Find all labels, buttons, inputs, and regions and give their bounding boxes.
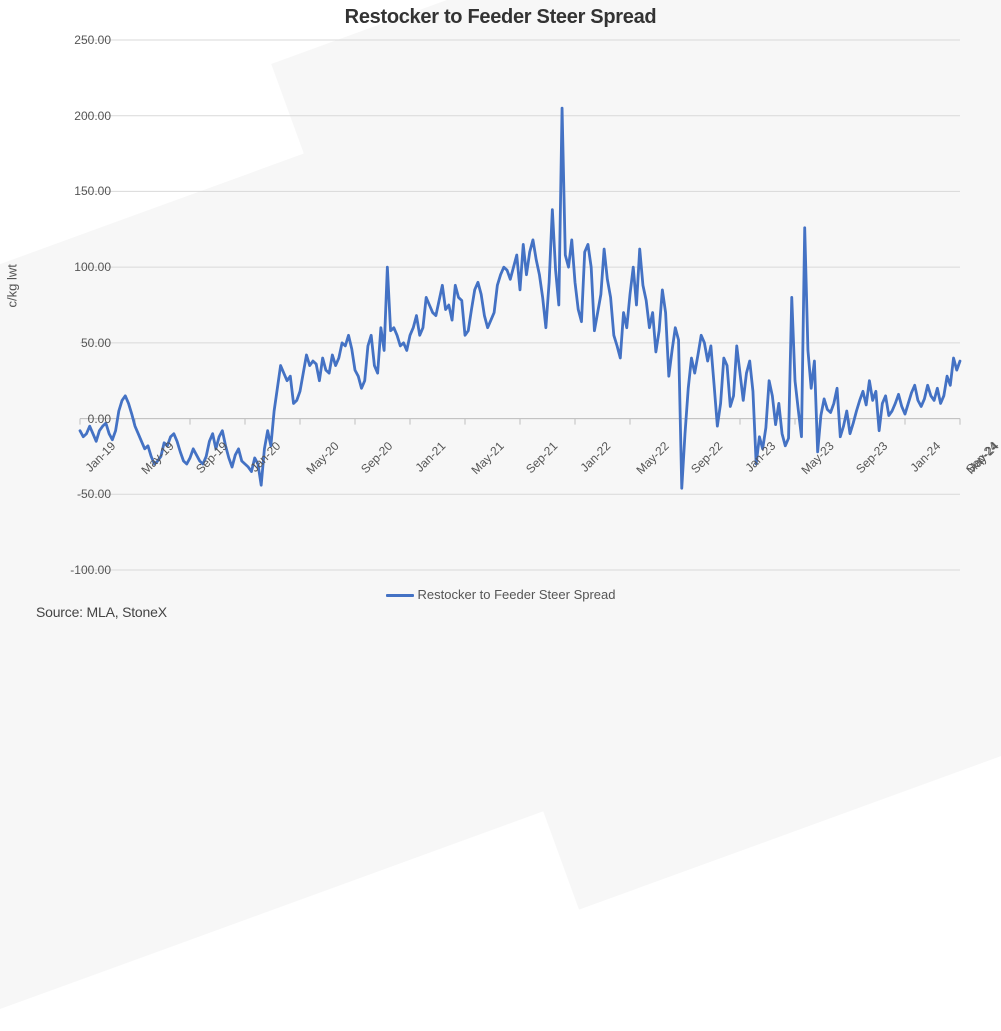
gridlines: [80, 40, 960, 570]
y-axis-label: c/kg lwt: [5, 264, 20, 307]
y-tick-label: 0.00: [51, 412, 111, 426]
x-tick-label: Sep-24: [963, 438, 1000, 475]
chart-svg: [80, 40, 960, 570]
legend: Restocker to Feeder Steer Spread: [0, 587, 1001, 602]
y-tick-label: -50.00: [51, 487, 111, 501]
y-tick-label: 250.00: [51, 33, 111, 47]
chart-container: Restocker to Feeder Steer Spread c/kg lw…: [0, 0, 1001, 632]
chart-title: Restocker to Feeder Steer Spread: [0, 0, 1001, 29]
y-tick-label: 150.00: [51, 184, 111, 198]
y-tick-label: 200.00: [51, 109, 111, 123]
y-tick-label: -100.00: [51, 563, 111, 577]
y-tick-label: 50.00: [51, 336, 111, 350]
plot-area: [80, 40, 960, 570]
line-series: [80, 108, 960, 488]
y-tick-label: 100.00: [51, 260, 111, 274]
x-axis-zero-line: [80, 419, 960, 425]
source-text: Source: MLA, StoneX: [36, 604, 167, 620]
legend-label: Restocker to Feeder Steer Spread: [418, 587, 616, 602]
legend-line-swatch: [386, 594, 414, 597]
